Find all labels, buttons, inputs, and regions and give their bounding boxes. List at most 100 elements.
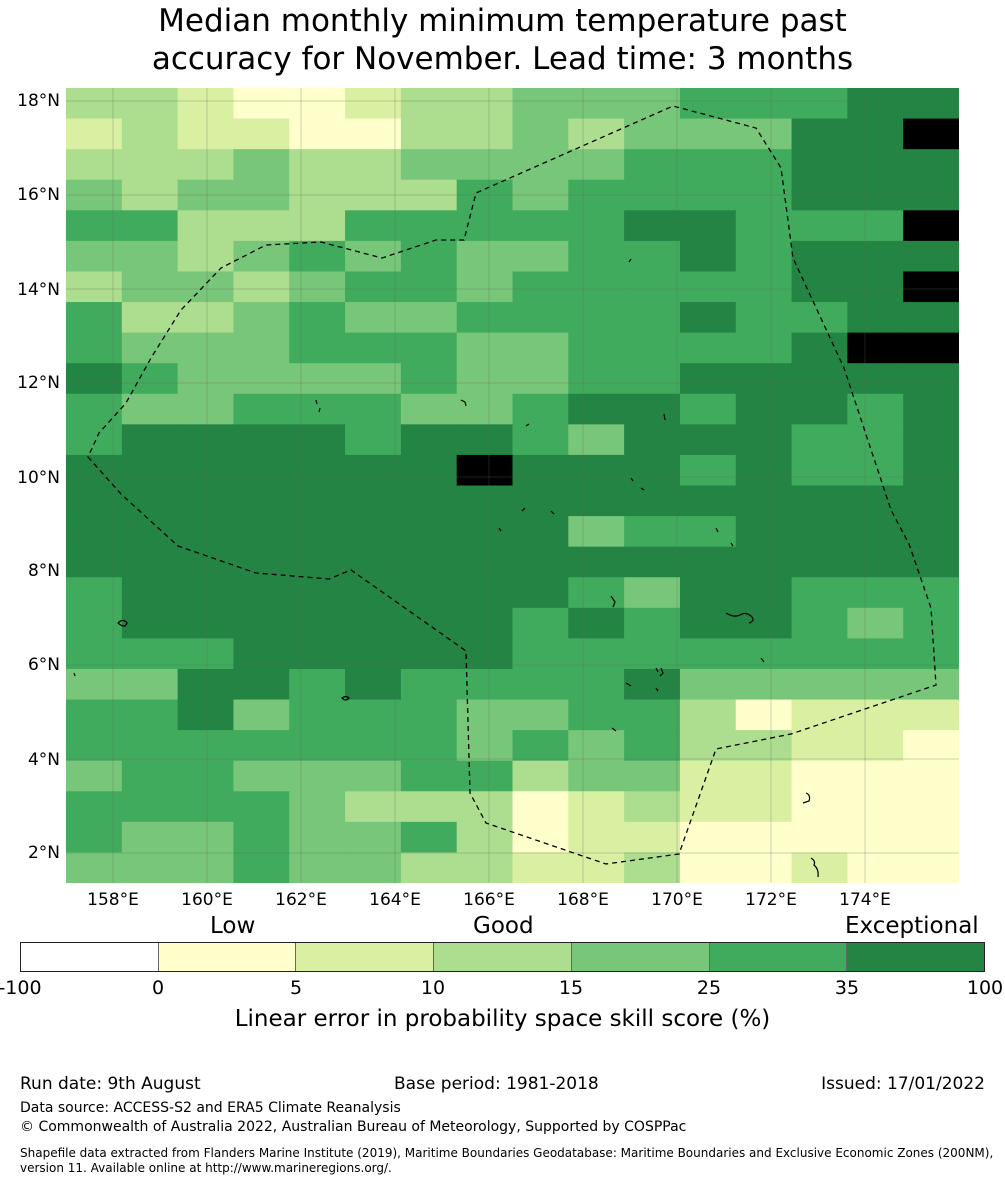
skill-cell [847, 485, 904, 517]
skill-cell [177, 271, 235, 303]
skill-cell [233, 516, 290, 548]
skill-cell [679, 210, 737, 242]
skill-cell [791, 821, 848, 854]
skill-cell [456, 149, 514, 181]
skill-cell [735, 638, 793, 670]
skill-cell [456, 210, 514, 242]
skill-cell [456, 240, 514, 273]
skill-cell [233, 210, 290, 242]
skill-cell [289, 210, 346, 242]
skill-cell [66, 149, 123, 181]
skill-cell [791, 607, 848, 639]
skill-cell [512, 88, 569, 120]
category-low-label: Low [210, 913, 256, 939]
skill-cell [735, 668, 793, 701]
skill-cell [791, 240, 848, 273]
skill-cell [289, 88, 346, 120]
skill-cell [791, 424, 848, 456]
skill-cell [66, 760, 123, 792]
skill-cell [512, 546, 569, 578]
skill-cell [177, 240, 235, 273]
skill-cell [903, 516, 959, 548]
skill-cell [624, 424, 681, 456]
skill-cell [177, 332, 235, 364]
skill-cell [233, 852, 290, 883]
skill-cell [289, 393, 346, 425]
skill-cell [177, 302, 235, 334]
colorbar-tick: 0 [151, 977, 165, 999]
skill-cell [345, 454, 402, 487]
map-title-line1: Median monthly minimum temperature past [158, 3, 847, 39]
skill-cell [456, 393, 514, 425]
colorbar-tick: 10 [420, 977, 446, 999]
skill-cell [400, 546, 458, 578]
skill-cell [512, 118, 569, 150]
skill-cell [791, 302, 848, 334]
skill-cell [233, 485, 290, 517]
skill-cell [847, 149, 904, 181]
skill-cell [456, 546, 514, 578]
island [610, 595, 616, 608]
skill-cell [512, 607, 569, 639]
skill-cell [345, 516, 402, 548]
run-date: Run date: 9th August [20, 1074, 201, 1094]
island [525, 423, 530, 427]
island [628, 258, 632, 263]
skill-cell [177, 179, 235, 211]
skill-cell [289, 424, 346, 456]
skill-cell [568, 607, 625, 639]
issued-date: Issued: 17/01/2022 [821, 1074, 985, 1094]
skill-cell [679, 302, 737, 334]
skill-cell [903, 668, 959, 701]
skill-cell [66, 516, 123, 548]
skill-cell [66, 607, 123, 639]
skill-cell [289, 699, 346, 731]
island [715, 527, 734, 547]
skill-cell [735, 454, 793, 487]
skill-cell [903, 302, 959, 334]
skill-cell [512, 149, 569, 181]
skill-cell [791, 271, 848, 303]
skill-cell [289, 332, 346, 364]
base-period: Base period: 1981-2018 [394, 1074, 599, 1094]
skill-cell [121, 760, 179, 792]
skill-cell [512, 271, 569, 303]
skill-cell [568, 577, 625, 609]
skill-cell [345, 485, 402, 517]
skill-cell [289, 149, 346, 181]
skill-cell [847, 516, 904, 548]
skill-cell [735, 699, 793, 731]
lon-tick-label: 162°E [275, 890, 327, 910]
colorbar [20, 942, 985, 972]
skill-cell [233, 577, 290, 609]
skill-cell [624, 332, 681, 364]
skill-cell [679, 149, 737, 181]
skill-cell [400, 485, 458, 517]
skill-cell [177, 607, 235, 639]
skill-cell [121, 730, 179, 762]
skill-cell [679, 485, 737, 517]
skill-cell [791, 852, 848, 883]
colorbar-tick: 35 [834, 977, 860, 999]
island [315, 399, 321, 413]
skill-cell [345, 302, 402, 334]
skill-cell [121, 607, 179, 639]
skill-cell [177, 424, 235, 456]
skill-cell [289, 607, 346, 639]
skill-cell [791, 730, 848, 762]
skill-cell [568, 393, 625, 425]
skill-cell [400, 149, 458, 181]
lon-tick-label: 170°E [651, 890, 703, 910]
skill-cell [735, 210, 793, 242]
skill-cell [66, 302, 123, 334]
skill-cell [679, 179, 737, 211]
skill-cell [847, 454, 904, 487]
skill-cell [66, 363, 123, 395]
colorbar-tick: 25 [696, 977, 722, 999]
skill-cell [233, 699, 290, 731]
skill-cell [847, 546, 904, 578]
skill-cell [345, 821, 402, 854]
skill-cell [791, 179, 848, 211]
skill-cell [903, 852, 959, 883]
skill-cell [345, 577, 402, 609]
